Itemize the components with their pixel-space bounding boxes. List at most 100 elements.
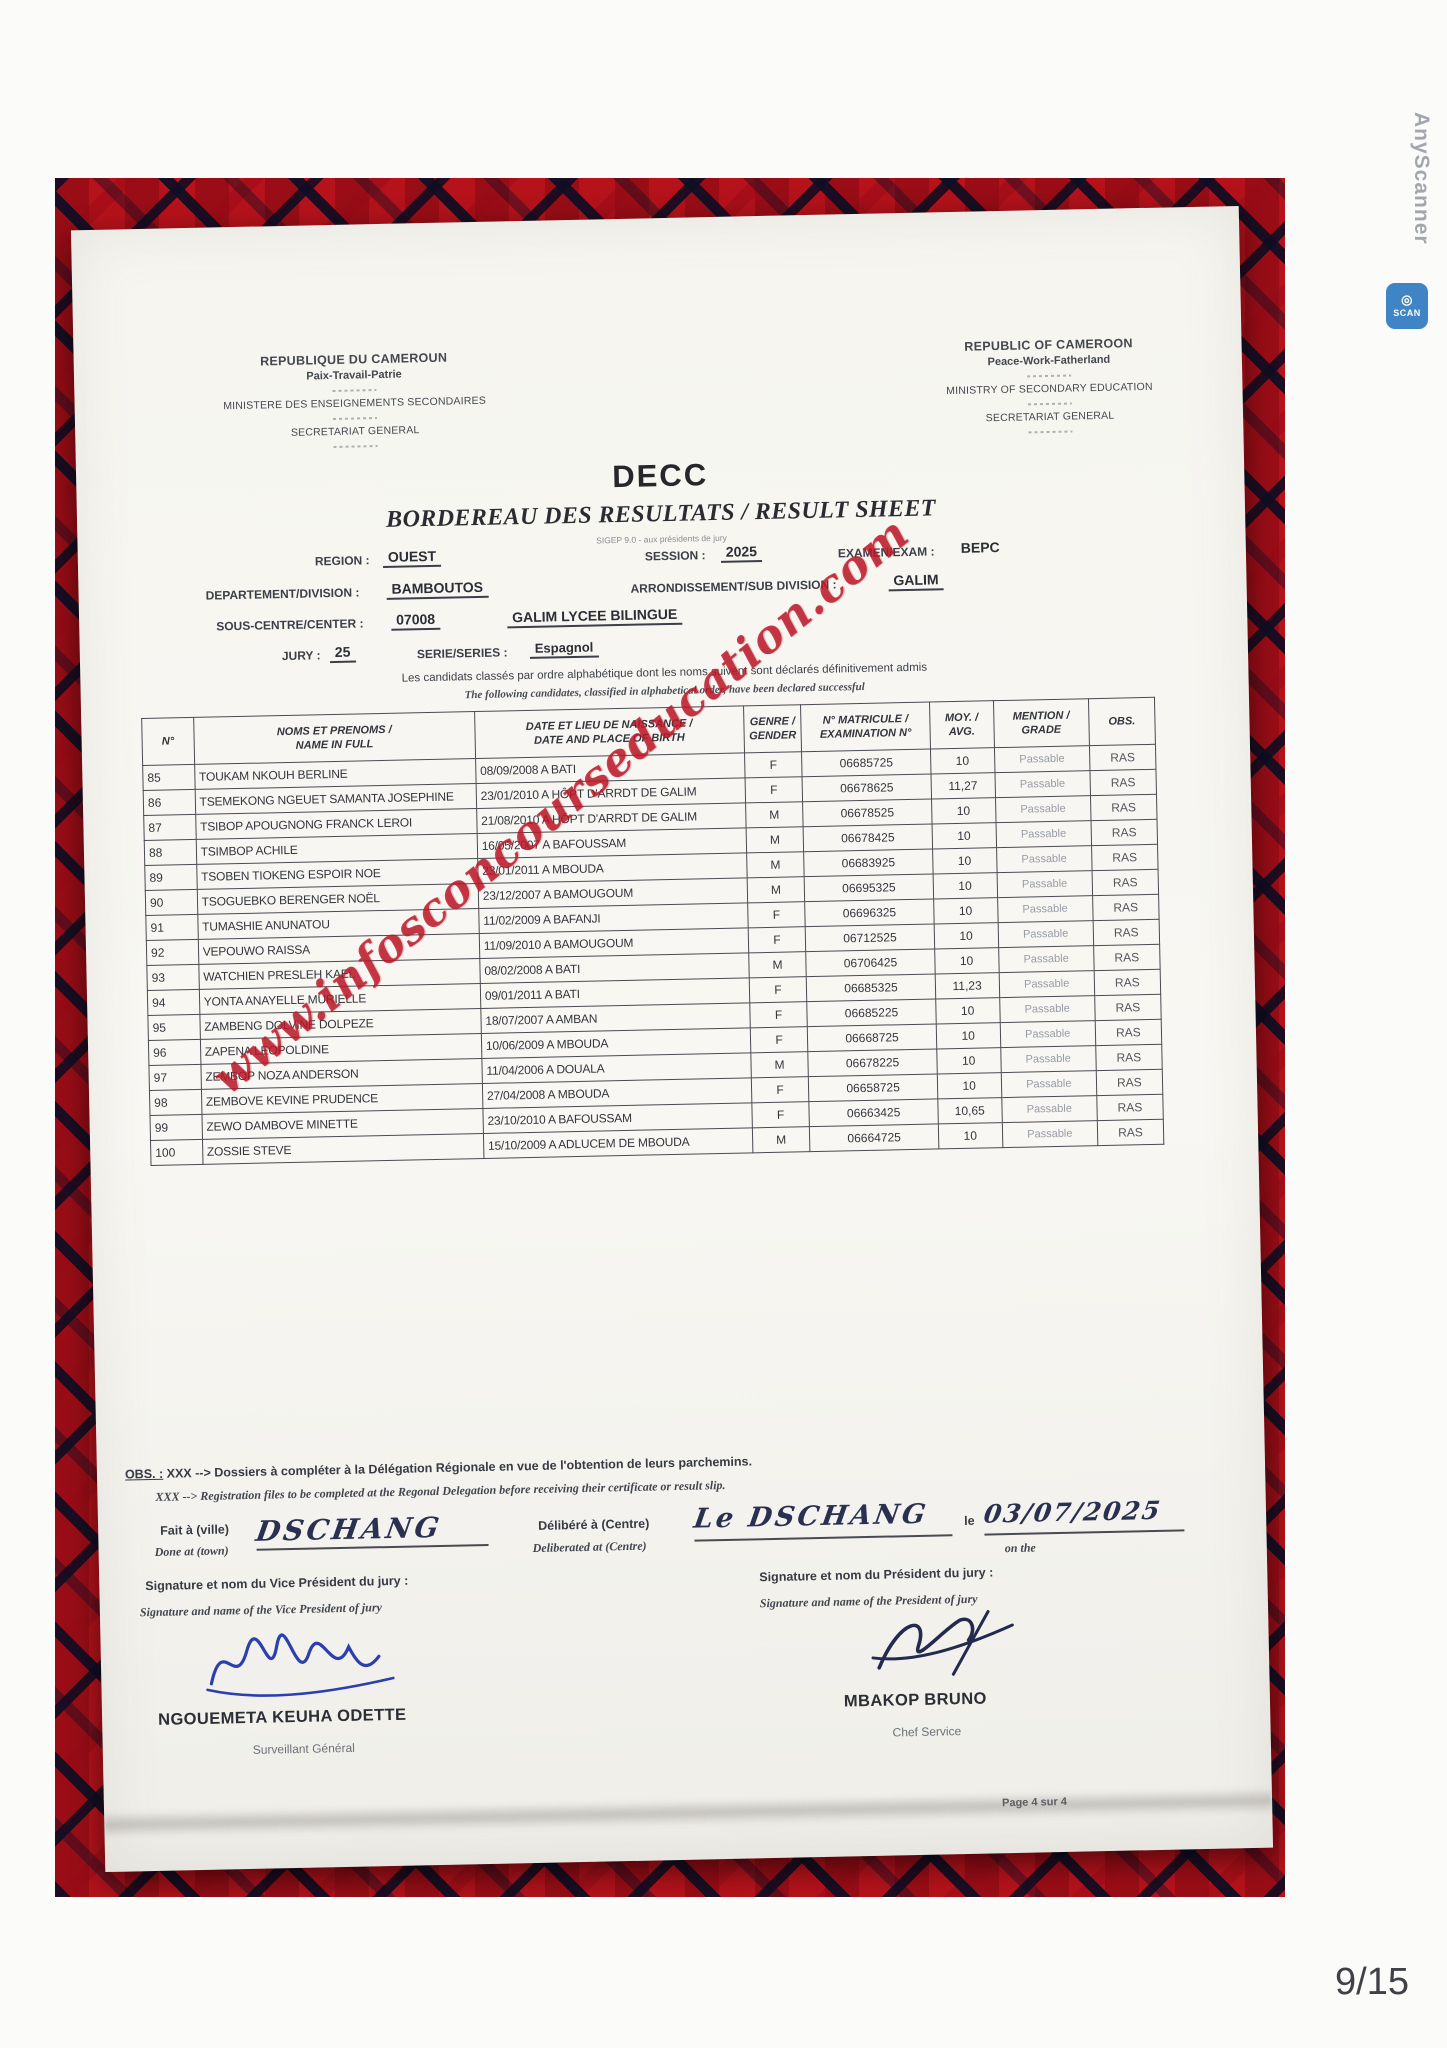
table-cell: ZOSSIE STEVE xyxy=(202,1133,484,1165)
table-cell: Passable xyxy=(999,995,1096,1023)
p-signature-label-fr: Signature et nom du Président du jury : xyxy=(759,1565,994,1585)
table-cell: 06663425 xyxy=(809,1098,938,1127)
obs-note-en: XXX --> Registration files to be complet… xyxy=(155,1477,726,1504)
paper-bottom-shadow xyxy=(104,1787,1273,1839)
table-cell: 10 xyxy=(936,1047,1001,1074)
table-cell: 15/10/2009 A ADLUCEM DE MBOUDA xyxy=(483,1127,753,1159)
vp-signature-label-en: Signature and name of the Vice President… xyxy=(139,1600,382,1620)
table-cell: 92 xyxy=(146,939,199,966)
scan-target-icon: ◎ xyxy=(1401,292,1413,307)
table-cell: RAS xyxy=(1092,919,1160,946)
table-cell: 98 xyxy=(149,1089,202,1116)
table-cell: M xyxy=(750,1051,809,1078)
anyscanner-watermark-label: AnyScanner xyxy=(1410,112,1433,245)
table-cell: 06678225 xyxy=(808,1048,937,1077)
table-cell: F xyxy=(749,1001,808,1028)
table-cell: RAS xyxy=(1089,769,1157,796)
date-on-the-label: on the xyxy=(1004,1540,1036,1556)
table-cell: 85 xyxy=(142,764,195,791)
table-cell: RAS xyxy=(1091,844,1159,871)
deliberated-label-en: Deliberated at (Centre) xyxy=(532,1538,647,1556)
table-cell: Passable xyxy=(997,895,1093,923)
divider xyxy=(1027,402,1072,406)
table-cell: RAS xyxy=(1092,894,1160,921)
table-cell: 06685225 xyxy=(807,998,936,1027)
table-cell: 10 xyxy=(935,997,1000,1024)
series-value: Espagnol xyxy=(529,639,599,659)
subdivision-value: GALIM xyxy=(888,571,944,592)
table-cell: Passable xyxy=(999,1020,1096,1048)
table-cell: RAS xyxy=(1093,969,1161,996)
table-cell: F xyxy=(749,1026,809,1053)
date-le-label: le xyxy=(964,1513,975,1528)
table-cell: 10 xyxy=(931,797,996,825)
scan-badge-label: SCAN xyxy=(1393,308,1421,318)
table-cell: 10 xyxy=(931,822,997,850)
table-cell: 88 xyxy=(144,839,197,866)
date-field: 03/07/2025 xyxy=(981,1495,1185,1536)
divider xyxy=(332,389,377,392)
ministry-en: MINISTRY OF SECONDARY EDUCATION xyxy=(946,380,1153,398)
table-cell: 10,65 xyxy=(937,1097,1003,1124)
done-at-handwritten: DSCHANG xyxy=(253,1510,445,1548)
table-cell: RAS xyxy=(1090,794,1158,821)
table-cell: 86 xyxy=(143,789,196,816)
result-sheet-page: REPUBLIQUE DU CAMEROUN Paix-Travail-Patr… xyxy=(70,205,1274,1873)
table-cell: 06685725 xyxy=(801,749,931,777)
table-cell: RAS xyxy=(1093,944,1161,971)
jury-label: JURY : xyxy=(281,648,321,664)
table-cell: Passable xyxy=(995,820,1092,848)
column-header: GENRE / GENDER xyxy=(743,704,802,753)
divider xyxy=(1028,430,1073,434)
obs-note-fr: OBS. : XXX --> Dossiers à compléter à la… xyxy=(125,1454,752,1481)
p-title: Chef Service xyxy=(892,1724,962,1740)
column-header: OBS. xyxy=(1088,697,1156,746)
table-cell: Passable xyxy=(1001,1095,1098,1123)
table-cell: RAS xyxy=(1089,744,1156,771)
table-cell: M xyxy=(751,1126,811,1153)
table-cell: RAS xyxy=(1090,819,1158,846)
table-cell: Passable xyxy=(994,770,1091,798)
table-cell: 10 xyxy=(930,747,995,775)
column-header: MENTION / GRADE xyxy=(993,698,1090,748)
exam-value: BEPC xyxy=(960,539,1000,556)
table-cell: 06658725 xyxy=(808,1073,938,1102)
table-cell: Passable xyxy=(998,970,1095,998)
table-cell: F xyxy=(750,1076,810,1103)
table-cell: Passable xyxy=(995,795,1091,823)
center-code: 07008 xyxy=(390,610,441,631)
session-label: SESSION : xyxy=(644,548,706,564)
table-cell: 96 xyxy=(148,1039,201,1066)
table-cell: 10 xyxy=(936,1072,1002,1099)
center-name: GALIM LYCEE BILINGUE xyxy=(506,605,683,629)
date-handwritten: 03/07/2025 xyxy=(981,1495,1164,1529)
table-cell: F xyxy=(744,776,804,803)
table-cell: Passable xyxy=(1000,1045,1097,1073)
done-at-label-fr: Fait à (ville) xyxy=(160,1522,230,1538)
table-cell: F xyxy=(751,1101,810,1128)
obs-label: OBS. : xyxy=(124,1466,164,1482)
column-header: N° xyxy=(141,717,195,766)
table-cell: Passable xyxy=(996,845,1092,873)
table-cell: RAS xyxy=(1094,994,1162,1021)
table-cell: 91 xyxy=(145,914,198,941)
letterhead-english: REPUBLIC OF CAMEROON Peace-Work-Fatherla… xyxy=(873,334,1225,442)
table-cell: 11,27 xyxy=(930,772,996,800)
table-cell: 06706425 xyxy=(806,948,935,977)
p-signature-ink xyxy=(871,1610,1014,1676)
done-at-label-en: Done at (town) xyxy=(154,1543,229,1559)
divider xyxy=(333,445,378,448)
region-label: REGION : xyxy=(314,553,370,569)
table-cell: RAS xyxy=(1097,1119,1164,1146)
column-header: MOY. / AVG. xyxy=(929,700,995,750)
table-cell: RAS xyxy=(1095,1019,1162,1046)
column-header: NOMS ET PRENOMS / NAME IN FULL xyxy=(193,711,476,765)
table-cell: M xyxy=(748,951,807,978)
deliberated-field: Le DSCHANG xyxy=(692,1498,953,1542)
table-cell: 93 xyxy=(146,964,200,991)
done-at-field: DSCHANG xyxy=(253,1509,489,1551)
results-table-body: 85 TOUKAM NKOUH BERLINE 08/09/2008 A BATI F… xyxy=(142,744,1164,1166)
table-cell: 89 xyxy=(144,864,197,891)
secretariat-fr: SECRETARIAT GENERAL xyxy=(290,424,420,439)
jury-value: 25 xyxy=(329,643,356,664)
